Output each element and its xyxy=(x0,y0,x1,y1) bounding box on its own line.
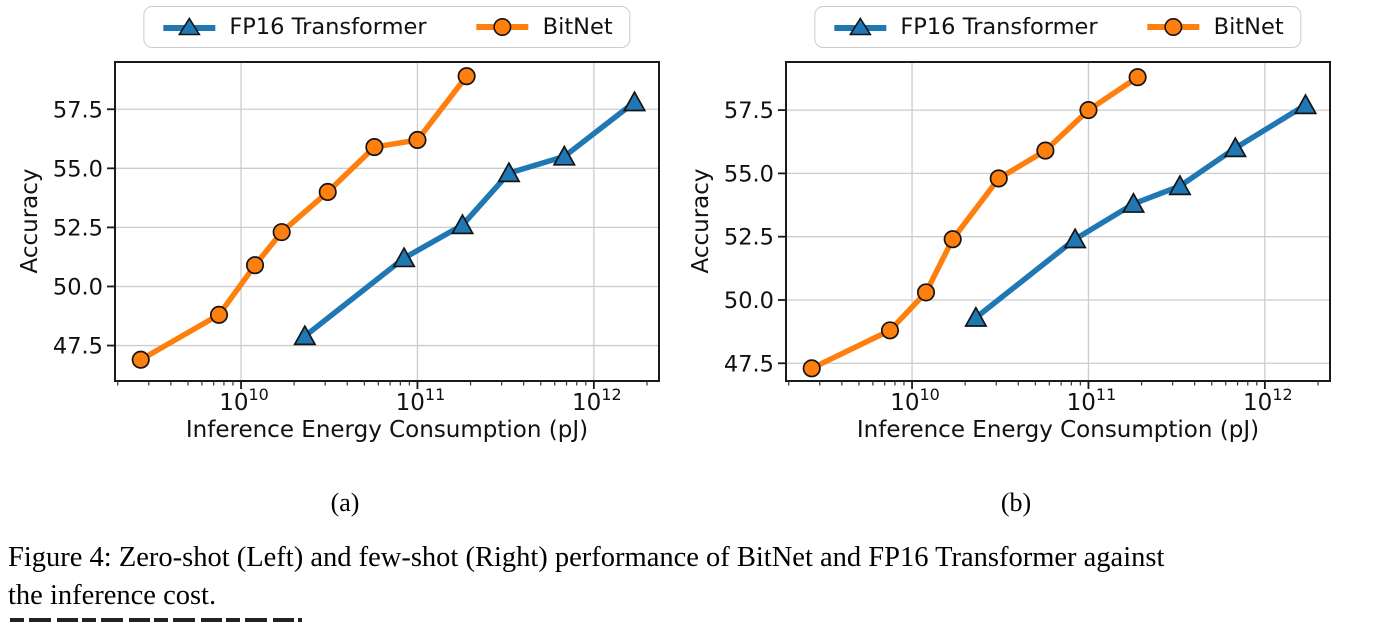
legend-label-bitnet: BitNet xyxy=(542,14,613,40)
chart-panel-b: 47.5 50.0 52.5 55.0 57.5 1010 1011 1012 FP16 Tr… xyxy=(671,0,1361,517)
x-tick-label: 1010 xyxy=(890,385,940,416)
data-point-marker-triangle xyxy=(497,161,521,183)
data-point-marker-circle xyxy=(1128,68,1147,87)
data-point-marker-triangle xyxy=(293,324,317,346)
bitnet-line-circle-sample-icon xyxy=(476,18,529,36)
x-tick-label: 1011 xyxy=(396,385,446,416)
data-point-marker-circle xyxy=(272,223,291,242)
data-point-marker-circle xyxy=(457,67,476,86)
data-point-marker-circle xyxy=(1079,101,1098,120)
legend-label-fp16: FP16 Transformer xyxy=(900,14,1098,40)
x-tick-label: 1012 xyxy=(1243,385,1293,416)
y-tick-label: 55.0 xyxy=(724,161,774,187)
data-point-marker-circle xyxy=(880,321,900,340)
data-point-marker-circle xyxy=(943,230,962,249)
fp16-line-triangle-sample-icon xyxy=(163,16,216,36)
y-tick-label: 47.5 xyxy=(53,334,103,360)
data-point-marker-triangle xyxy=(392,246,416,268)
x-tick-label: 1011 xyxy=(1067,385,1117,416)
x-axis-label: Inference Energy Consumption (pJ) xyxy=(856,417,1260,443)
data-point-marker-triangle xyxy=(622,90,647,112)
data-point-marker-circle xyxy=(245,256,265,275)
caption-line-1: Figure 4: Zero-shot (Left) and few-shot … xyxy=(8,542,1165,573)
chart-panel-a: 47.5 50.0 52.5 55.0 57.5 1010 1011 1012 FP16 Tr… xyxy=(0,0,690,517)
series-line-triangle xyxy=(974,102,1307,320)
y-tick-label: 55.0 xyxy=(53,156,103,182)
data-point-marker-triangle xyxy=(964,305,988,327)
cut-off-text-sliver xyxy=(10,618,302,622)
data-point-marker-triangle xyxy=(552,144,576,166)
data-point-marker-circle xyxy=(1036,141,1055,160)
legend-label-bitnet: BitNet xyxy=(1213,14,1284,40)
caption-line-2: the inference cost. xyxy=(8,580,217,611)
data-point-marker-circle xyxy=(408,130,427,150)
data-point-marker-triangle xyxy=(450,213,475,235)
data-point-marker-circle xyxy=(318,182,337,202)
data-point-marker-triangle xyxy=(1168,174,1192,196)
legend-item-bitnet: BitNet xyxy=(475,14,613,40)
subfigure-label-a: (a) xyxy=(330,488,360,517)
plot-area-b: 47.5 50.0 52.5 55.0 57.5 1010 1011 1012 xyxy=(724,61,1331,416)
y-tick-label: 50.0 xyxy=(724,288,774,314)
legend: FP16 Transformer BitNet xyxy=(814,6,1302,48)
plot-border xyxy=(114,61,660,382)
data-point-marker-circle xyxy=(209,305,229,324)
fp16-line-triangle-sample-icon xyxy=(834,16,887,36)
plot-border xyxy=(785,61,1331,382)
data-point-marker-triangle xyxy=(1063,227,1087,249)
data-point-marker-circle xyxy=(916,283,936,302)
y-tick-label: 52.5 xyxy=(53,215,103,241)
x-axis-label: Inference Energy Consumption (pJ) xyxy=(185,417,589,443)
data-point-marker-circle xyxy=(365,138,384,157)
legend-item-fp16: FP16 Transformer xyxy=(832,14,1098,40)
y-tick-label: 57.5 xyxy=(724,98,774,124)
data-point-marker-triangle xyxy=(1223,136,1247,158)
y-tick-label: 57.5 xyxy=(53,97,103,123)
legend-item-fp16: FP16 Transformer xyxy=(161,14,427,40)
data-point-marker-triangle xyxy=(1121,192,1146,213)
subfigure-label-b: (b) xyxy=(1000,488,1032,517)
data-point-marker-circle xyxy=(131,350,150,369)
plot-area-a: 47.5 50.0 52.5 55.0 57.5 1010 1011 1012 xyxy=(53,61,660,416)
y-axis-label: Accuracy xyxy=(17,168,43,274)
y-tick-label: 47.5 xyxy=(724,351,774,377)
y-tick-label: 50.0 xyxy=(53,274,103,300)
y-axis-label: Accuracy xyxy=(688,168,714,274)
legend: FP16 Transformer BitNet xyxy=(143,6,631,48)
series-line-triangle xyxy=(303,100,637,339)
legend-item-bitnet: BitNet xyxy=(1146,14,1284,40)
legend-label-fp16: FP16 Transformer xyxy=(229,14,427,40)
data-point-marker-circle xyxy=(802,359,821,378)
data-point-marker-circle xyxy=(989,169,1008,188)
x-tick-label: 1012 xyxy=(572,385,622,416)
data-point-marker-triangle xyxy=(1293,93,1318,115)
bitnet-line-circle-sample-icon xyxy=(1147,18,1200,36)
x-tick-label: 1010 xyxy=(219,385,269,416)
y-tick-label: 52.5 xyxy=(724,225,774,251)
figure-caption: Figure 4: Zero-shot (Left) and few-shot … xyxy=(8,539,1373,615)
